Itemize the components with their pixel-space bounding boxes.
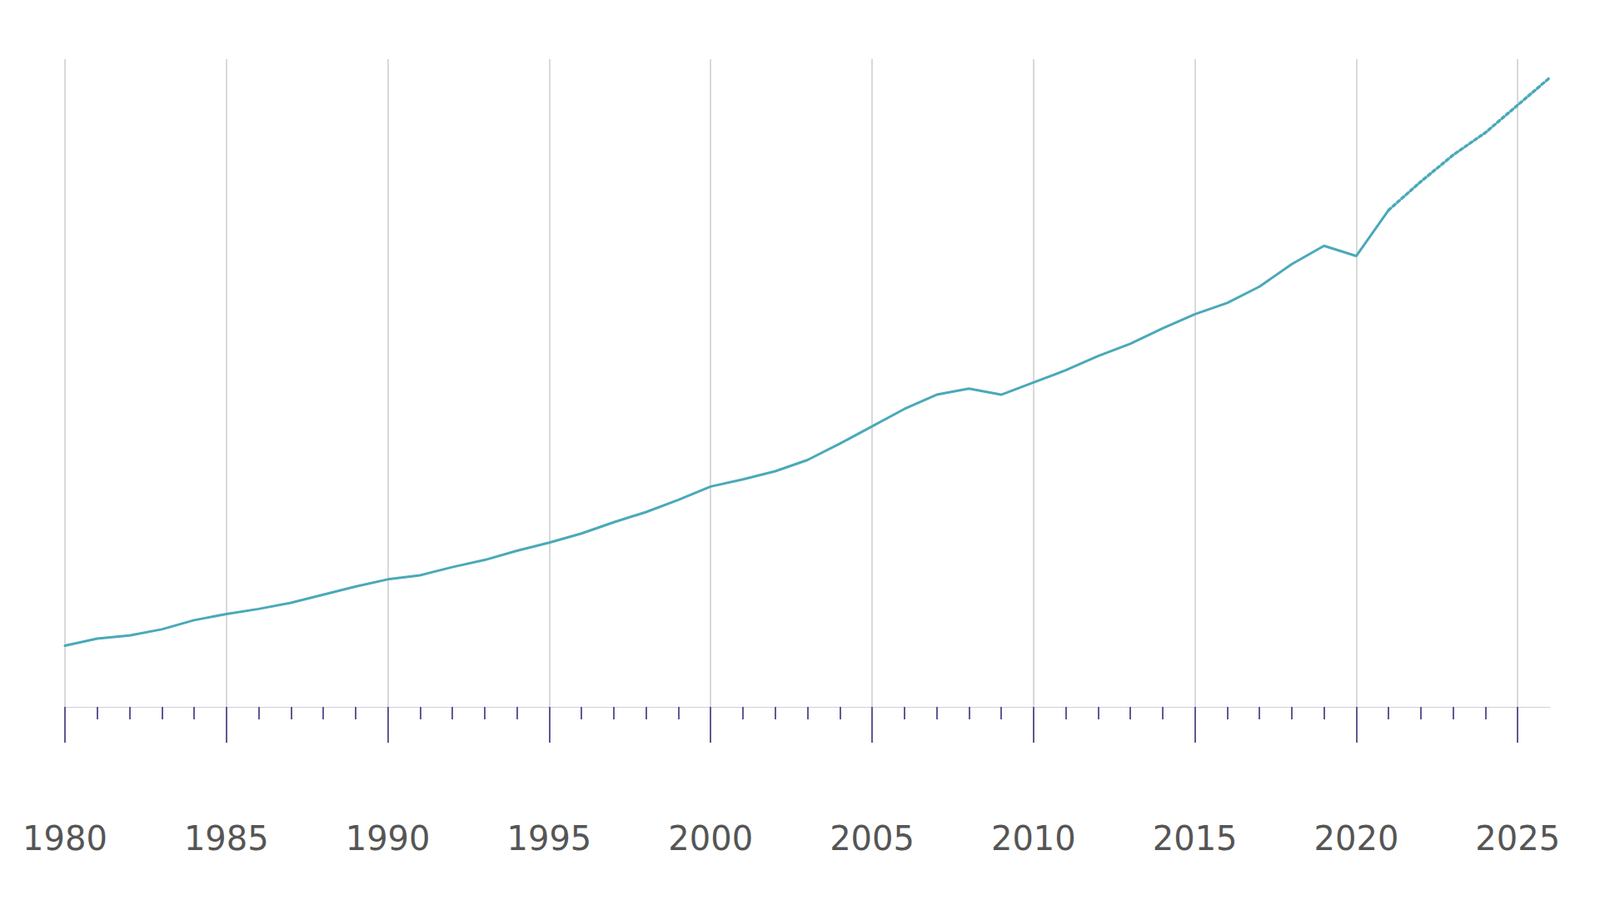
svg-text:2020: 2020 — [1314, 819, 1400, 858]
svg-text:1990: 1990 — [345, 819, 431, 858]
svg-text:1995: 1995 — [507, 819, 593, 858]
svg-text:2005: 2005 — [829, 819, 915, 858]
svg-text:1985: 1985 — [184, 819, 270, 858]
svg-text:2010: 2010 — [991, 819, 1077, 858]
svg-text:2000: 2000 — [667, 819, 753, 858]
svg-text:2015: 2015 — [1152, 819, 1238, 858]
svg-text:2025: 2025 — [1475, 819, 1561, 858]
svg-text:1980: 1980 — [22, 819, 108, 858]
